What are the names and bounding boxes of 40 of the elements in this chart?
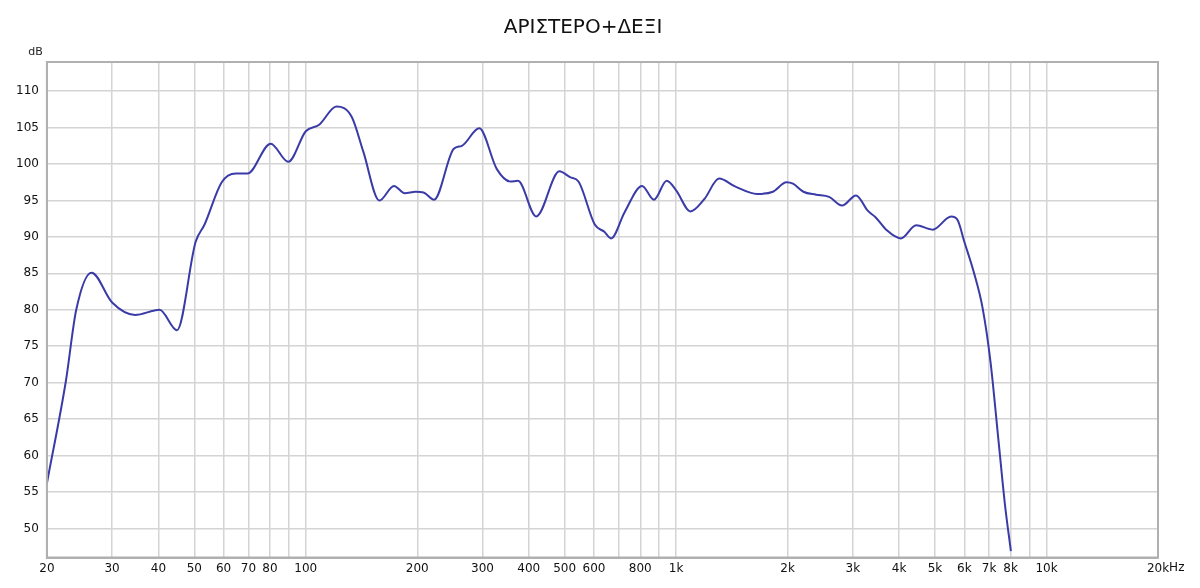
y-tick-label: 65 (23, 411, 39, 426)
x-tick-label: 70 (240, 560, 257, 575)
y-tick-label: 80 (23, 301, 39, 316)
y-tick-label: 110 (16, 83, 39, 98)
x-tick-label: 2k (780, 560, 795, 575)
x-tick-label: 5k (927, 560, 943, 575)
x-tick-label: 10k (1035, 560, 1058, 575)
y-tick-label: 50 (23, 520, 39, 535)
x-tick-label: 4k (891, 560, 907, 575)
x-tick-label: 60 (215, 560, 232, 575)
y-tick-label: 55 (23, 484, 39, 499)
x-axis-title: Hz (1169, 559, 1185, 574)
x-tick-label: 20 (39, 560, 55, 575)
x-tick-label: 80 (262, 560, 278, 575)
y-tick-label: 105 (16, 119, 39, 134)
x-tick-label: 3k (845, 560, 861, 575)
y-tick-label: 85 (23, 265, 39, 280)
x-tick-label: 800 (628, 560, 652, 575)
x-tick-label: 20k (1146, 560, 1170, 575)
x-tick-label: 30 (104, 560, 120, 575)
x-tick-label: 200 (405, 560, 429, 575)
x-tick-label: 100 (294, 560, 318, 575)
x-tick-label: 500 (553, 560, 577, 575)
y-tick-label: 75 (23, 338, 39, 353)
x-tick-label: 7k (981, 560, 997, 575)
x-tick-label: 6k (957, 560, 972, 575)
y-tick-label: 70 (23, 374, 39, 389)
chart-title: ΑΡΙΣΤΕΡΟ+ΔΕΞΙ (503, 14, 663, 39)
y-axis-title: dB (28, 45, 43, 59)
y-tick-label: 90 (23, 229, 39, 244)
x-tick-label: 8k (1003, 560, 1018, 575)
y-tick-label: 95 (23, 192, 39, 207)
y-tick-label: 60 (23, 447, 39, 462)
x-tick-label: 600 (582, 560, 606, 575)
x-tick-label: 400 (517, 560, 541, 575)
x-tick-label: 300 (471, 560, 494, 575)
x-tick-label: 40 (150, 560, 167, 575)
x-tick-label: 50 (186, 560, 202, 575)
y-tick-label: 100 (16, 156, 39, 171)
x-tick-label: 1k (668, 560, 684, 575)
